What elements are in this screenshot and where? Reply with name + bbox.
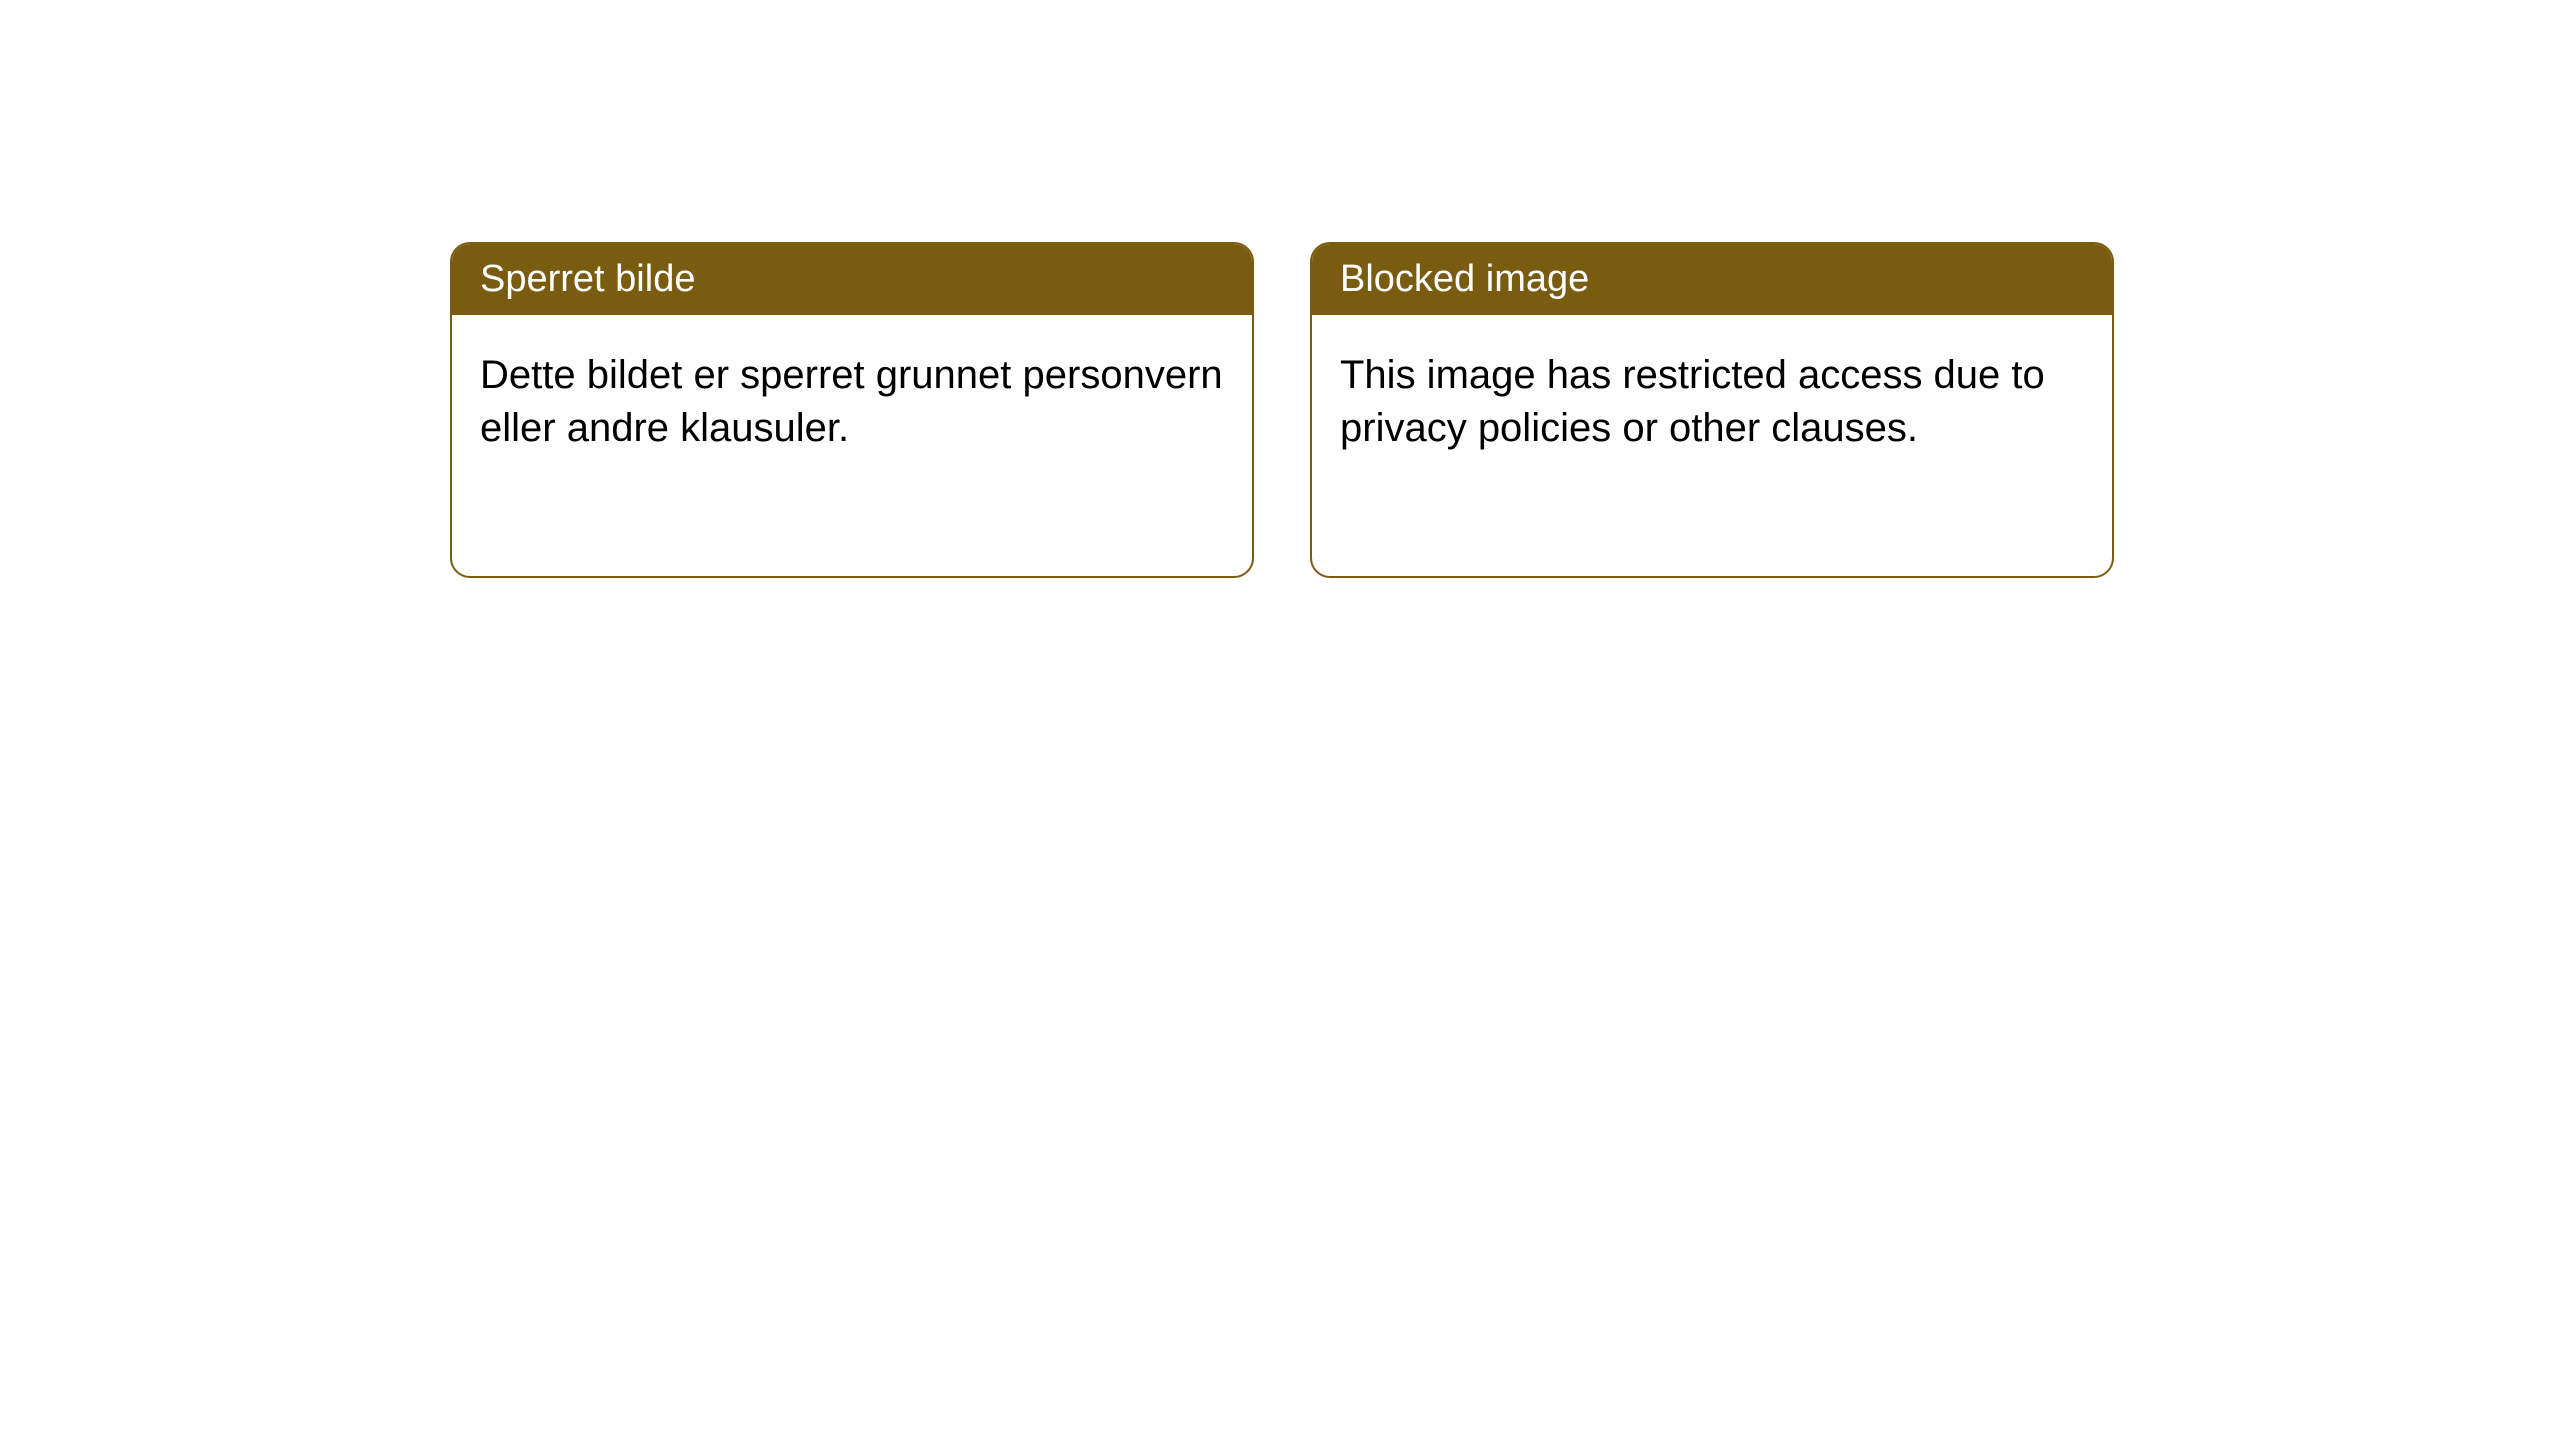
notice-title-english: Blocked image	[1312, 244, 2112, 315]
blocked-image-notices: Sperret bilde Dette bildet er sperret gr…	[450, 242, 2114, 578]
notice-card-english: Blocked image This image has restricted …	[1310, 242, 2114, 578]
notice-title-norwegian: Sperret bilde	[452, 244, 1252, 315]
notice-body-norwegian: Dette bildet er sperret grunnet personve…	[452, 315, 1252, 489]
notice-body-english: This image has restricted access due to …	[1312, 315, 2112, 489]
notice-card-norwegian: Sperret bilde Dette bildet er sperret gr…	[450, 242, 1254, 578]
